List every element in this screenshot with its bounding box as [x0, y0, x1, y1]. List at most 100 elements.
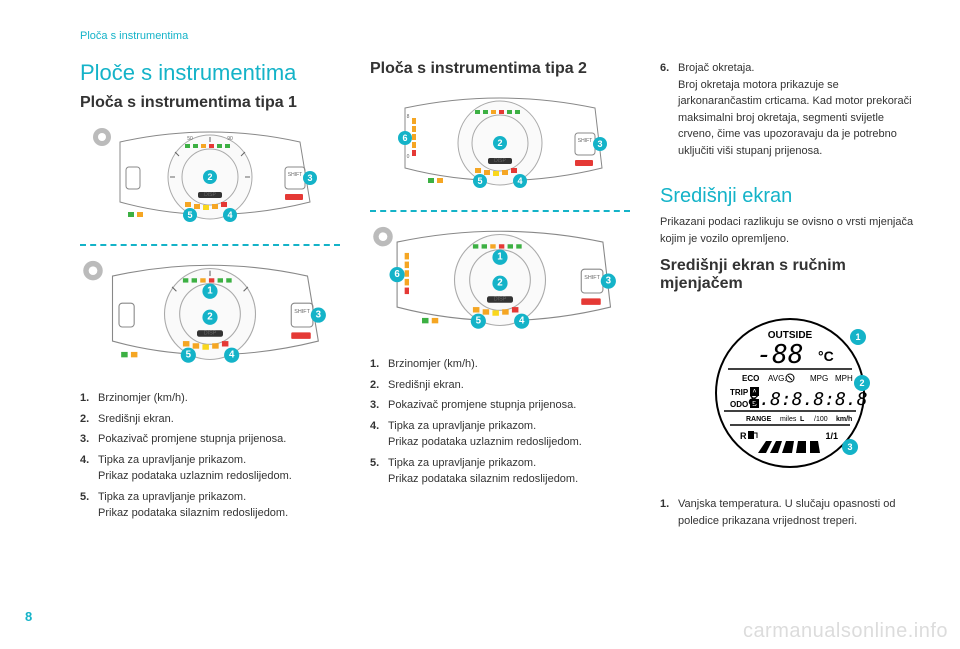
temp-value: -88 — [757, 340, 804, 370]
center-display: OUTSIDE -88 °C ECO AVG. MPG MPH TRIP A O… — [710, 313, 870, 473]
svg-text:4: 4 — [517, 176, 522, 186]
svg-text:4: 4 — [229, 350, 235, 361]
center-screen-title: Središnji ekran — [660, 185, 920, 208]
list-text: Tipka za upravljanje prikazom.Prikaz pod… — [388, 418, 630, 451]
section-title-type1: Ploča s instrumentima tipa 1 — [80, 94, 340, 112]
instrument-panel-t2-top: 8 0 DISP SHIFT 2 3 6 5 4 — [370, 88, 630, 198]
odo-label: ODO — [730, 400, 748, 409]
svg-text:SHIFT: SHIFT — [578, 138, 592, 144]
list-text: Brzinomjer (km/h). — [388, 356, 630, 373]
avg-label: AVG. — [768, 374, 787, 383]
list-text: Brzinomjer (km/h). — [98, 390, 340, 407]
svg-text:2: 2 — [207, 312, 213, 323]
eco-label: ECO — [742, 374, 759, 383]
watermark: carmanualsonline.info — [743, 620, 948, 643]
svg-text:5: 5 — [477, 176, 482, 186]
list-item: 1.Brzinomjer (km/h). — [80, 390, 340, 407]
list-item: 3.Pokazivač promjene stupnja prijenosa. — [370, 397, 630, 414]
svg-text:4: 4 — [519, 316, 525, 327]
section-title-type2: Ploča s instrumentima tipa 2 — [370, 60, 630, 78]
svg-text:2: 2 — [859, 378, 864, 388]
list-item: 6. Brojač okretaja.Broj okretaja motora … — [660, 60, 920, 159]
list-item: 1.Brzinomjer (km/h). — [370, 356, 630, 373]
svg-text:1: 1 — [855, 332, 860, 342]
list-text: Središnji ekran. — [388, 377, 630, 394]
svg-text:1: 1 — [207, 286, 213, 297]
svg-text:2: 2 — [207, 172, 212, 182]
item6: 6. Brojač okretaja.Broj okretaja motora … — [660, 60, 920, 163]
list-item: 3.Pokazivač promjene stupnja prijenosa. — [80, 431, 340, 448]
divider — [370, 210, 630, 212]
list-item: 4.Tipka za upravljanje prikazom.Prikaz p… — [370, 418, 630, 451]
instrument-panel-t2-bottom: DISP SHIFT 1 2 3 6 5 4 — [370, 220, 630, 340]
svg-text:6: 6 — [394, 269, 400, 280]
kmh-label: km/h — [836, 416, 852, 423]
list-text: Središnji ekran. — [98, 411, 340, 428]
list-num: 1. — [660, 496, 678, 529]
svg-text:1: 1 — [497, 252, 503, 263]
list-text: Tipka za upravljanje prikazom.Prikaz pod… — [388, 455, 630, 488]
list-num: 1. — [370, 356, 388, 373]
l-label: L — [800, 416, 805, 423]
svg-text:6: 6 — [402, 133, 407, 143]
page-number: 8 — [25, 609, 32, 624]
breadcrumb: Ploča s instrumentima — [80, 30, 188, 42]
odo-digits: 8.8:8.8:8.8 — [748, 389, 867, 410]
list-item: 2.Središnji ekran. — [80, 411, 340, 428]
full-label: 1/1 — [825, 431, 838, 441]
list-text: Brojač okretaja.Broj okretaja motora pri… — [678, 60, 920, 159]
svg-text:3: 3 — [307, 173, 312, 183]
svg-text:2: 2 — [497, 278, 503, 289]
svg-text:2: 2 — [497, 138, 502, 148]
list-num: 4. — [80, 452, 98, 485]
svg-text:SHIFT: SHIFT — [294, 309, 310, 315]
manual-gearbox-title: Središnji ekran s ručnim mjenjačem — [660, 257, 920, 293]
main-title: Ploče s instrumentima — [80, 60, 340, 86]
center-intro: Prikazani podaci razlikuju se ovisno o v… — [660, 214, 920, 247]
list-num: 2. — [370, 377, 388, 394]
range-label: RANGE — [746, 416, 772, 423]
svg-text:SHIFT: SHIFT — [584, 275, 600, 281]
list-text: Tipka za upravljanje prikazom.Prikaz pod… — [98, 452, 340, 485]
list-text: Vanjska temperatura. U slučaju opasnosti… — [678, 496, 920, 529]
list-num: 5. — [80, 489, 98, 522]
per100-label: /100 — [814, 416, 828, 423]
list-text: Pokazivač promjene stupnja prijenosa. — [388, 397, 630, 414]
list-num: 5. — [370, 455, 388, 488]
list-num: 3. — [370, 397, 388, 414]
reserve-label: R — [740, 431, 747, 441]
svg-text:0: 0 — [407, 154, 410, 160]
svg-text:90: 90 — [227, 136, 233, 142]
miles-label: miles — [780, 416, 797, 423]
svg-text:3: 3 — [316, 310, 322, 321]
svg-text:DISP: DISP — [204, 331, 217, 337]
instrument-panel-t1-top: 50 90 DISP SHIFT 2 — [80, 122, 340, 232]
list-num: 1. — [80, 390, 98, 407]
list-num: 2. — [80, 411, 98, 428]
temp-unit: °C — [818, 348, 834, 364]
column-middle: Ploča s instrumentima tipa 2 8 0 — [370, 30, 630, 629]
instrument-panel-t1-bottom: DISP SHIFT 1 2 3 5 4 — [80, 254, 340, 374]
item1-right: 1. Vanjska temperatura. U slučaju opasno… — [660, 496, 920, 533]
svg-text:DISP: DISP — [494, 297, 507, 303]
svg-text:5: 5 — [187, 210, 192, 220]
svg-text:3: 3 — [597, 139, 602, 149]
svg-text:SHIFT: SHIFT — [288, 172, 302, 178]
list-text: Tipka za upravljanje prikazom.Prikaz pod… — [98, 489, 340, 522]
mph-label: MPH — [835, 374, 853, 383]
list-item: 2.Središnji ekran. — [370, 377, 630, 394]
list-text: Pokazivač promjene stupnja prijenosa. — [98, 431, 340, 448]
svg-text:3: 3 — [606, 276, 612, 287]
list-type1: 1.Brzinomjer (km/h). 2.Središnji ekran. … — [80, 390, 340, 526]
list-item: 1. Vanjska temperatura. U slučaju opasno… — [660, 496, 920, 529]
svg-text:4: 4 — [227, 210, 232, 220]
svg-text:DISP: DISP — [494, 158, 506, 164]
column-left: Ploče s instrumentima Ploča s instrument… — [80, 30, 340, 629]
svg-text:8: 8 — [407, 114, 410, 120]
svg-text:DISP: DISP — [204, 192, 216, 198]
list-num: 3. — [80, 431, 98, 448]
svg-text:3: 3 — [847, 442, 852, 452]
svg-text:5: 5 — [476, 316, 482, 327]
svg-text:50: 50 — [187, 136, 193, 142]
list-num: 4. — [370, 418, 388, 451]
